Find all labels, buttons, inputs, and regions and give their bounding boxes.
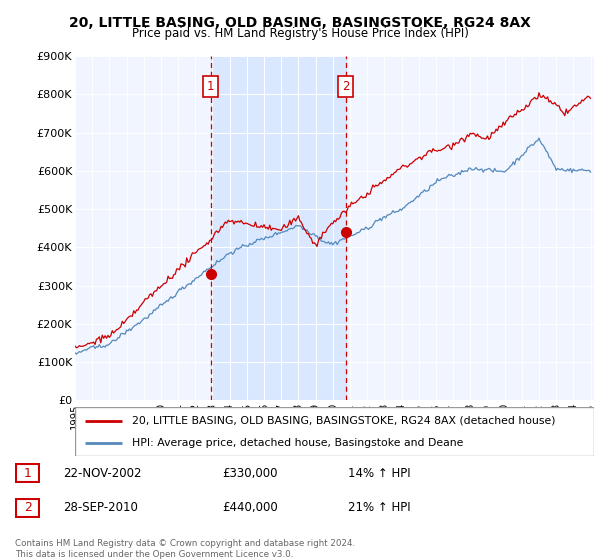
Text: 28-SEP-2010: 28-SEP-2010 [63, 501, 138, 515]
Text: 2: 2 [342, 80, 349, 93]
Text: £440,000: £440,000 [222, 501, 278, 515]
Text: 20, LITTLE BASING, OLD BASING, BASINGSTOKE, RG24 8AX: 20, LITTLE BASING, OLD BASING, BASINGSTO… [69, 16, 531, 30]
Text: Contains HM Land Registry data © Crown copyright and database right 2024.
This d: Contains HM Land Registry data © Crown c… [15, 539, 355, 559]
Text: 22-NOV-2002: 22-NOV-2002 [63, 466, 142, 480]
Text: £330,000: £330,000 [222, 466, 277, 480]
Text: 2: 2 [23, 501, 32, 515]
Text: Price paid vs. HM Land Registry's House Price Index (HPI): Price paid vs. HM Land Registry's House … [131, 27, 469, 40]
Text: HPI: Average price, detached house, Basingstoke and Deane: HPI: Average price, detached house, Basi… [132, 438, 463, 448]
Bar [211, 56, 346, 400]
Text: 20, LITTLE BASING, OLD BASING, BASINGSTOKE, RG24 8AX (detached house): 20, LITTLE BASING, OLD BASING, BASINGSTO… [132, 416, 556, 426]
Text: 1: 1 [23, 466, 32, 480]
Text: 1: 1 [207, 80, 215, 93]
Text: 21% ↑ HPI: 21% ↑ HPI [348, 501, 410, 515]
Text: 14% ↑ HPI: 14% ↑ HPI [348, 466, 410, 480]
